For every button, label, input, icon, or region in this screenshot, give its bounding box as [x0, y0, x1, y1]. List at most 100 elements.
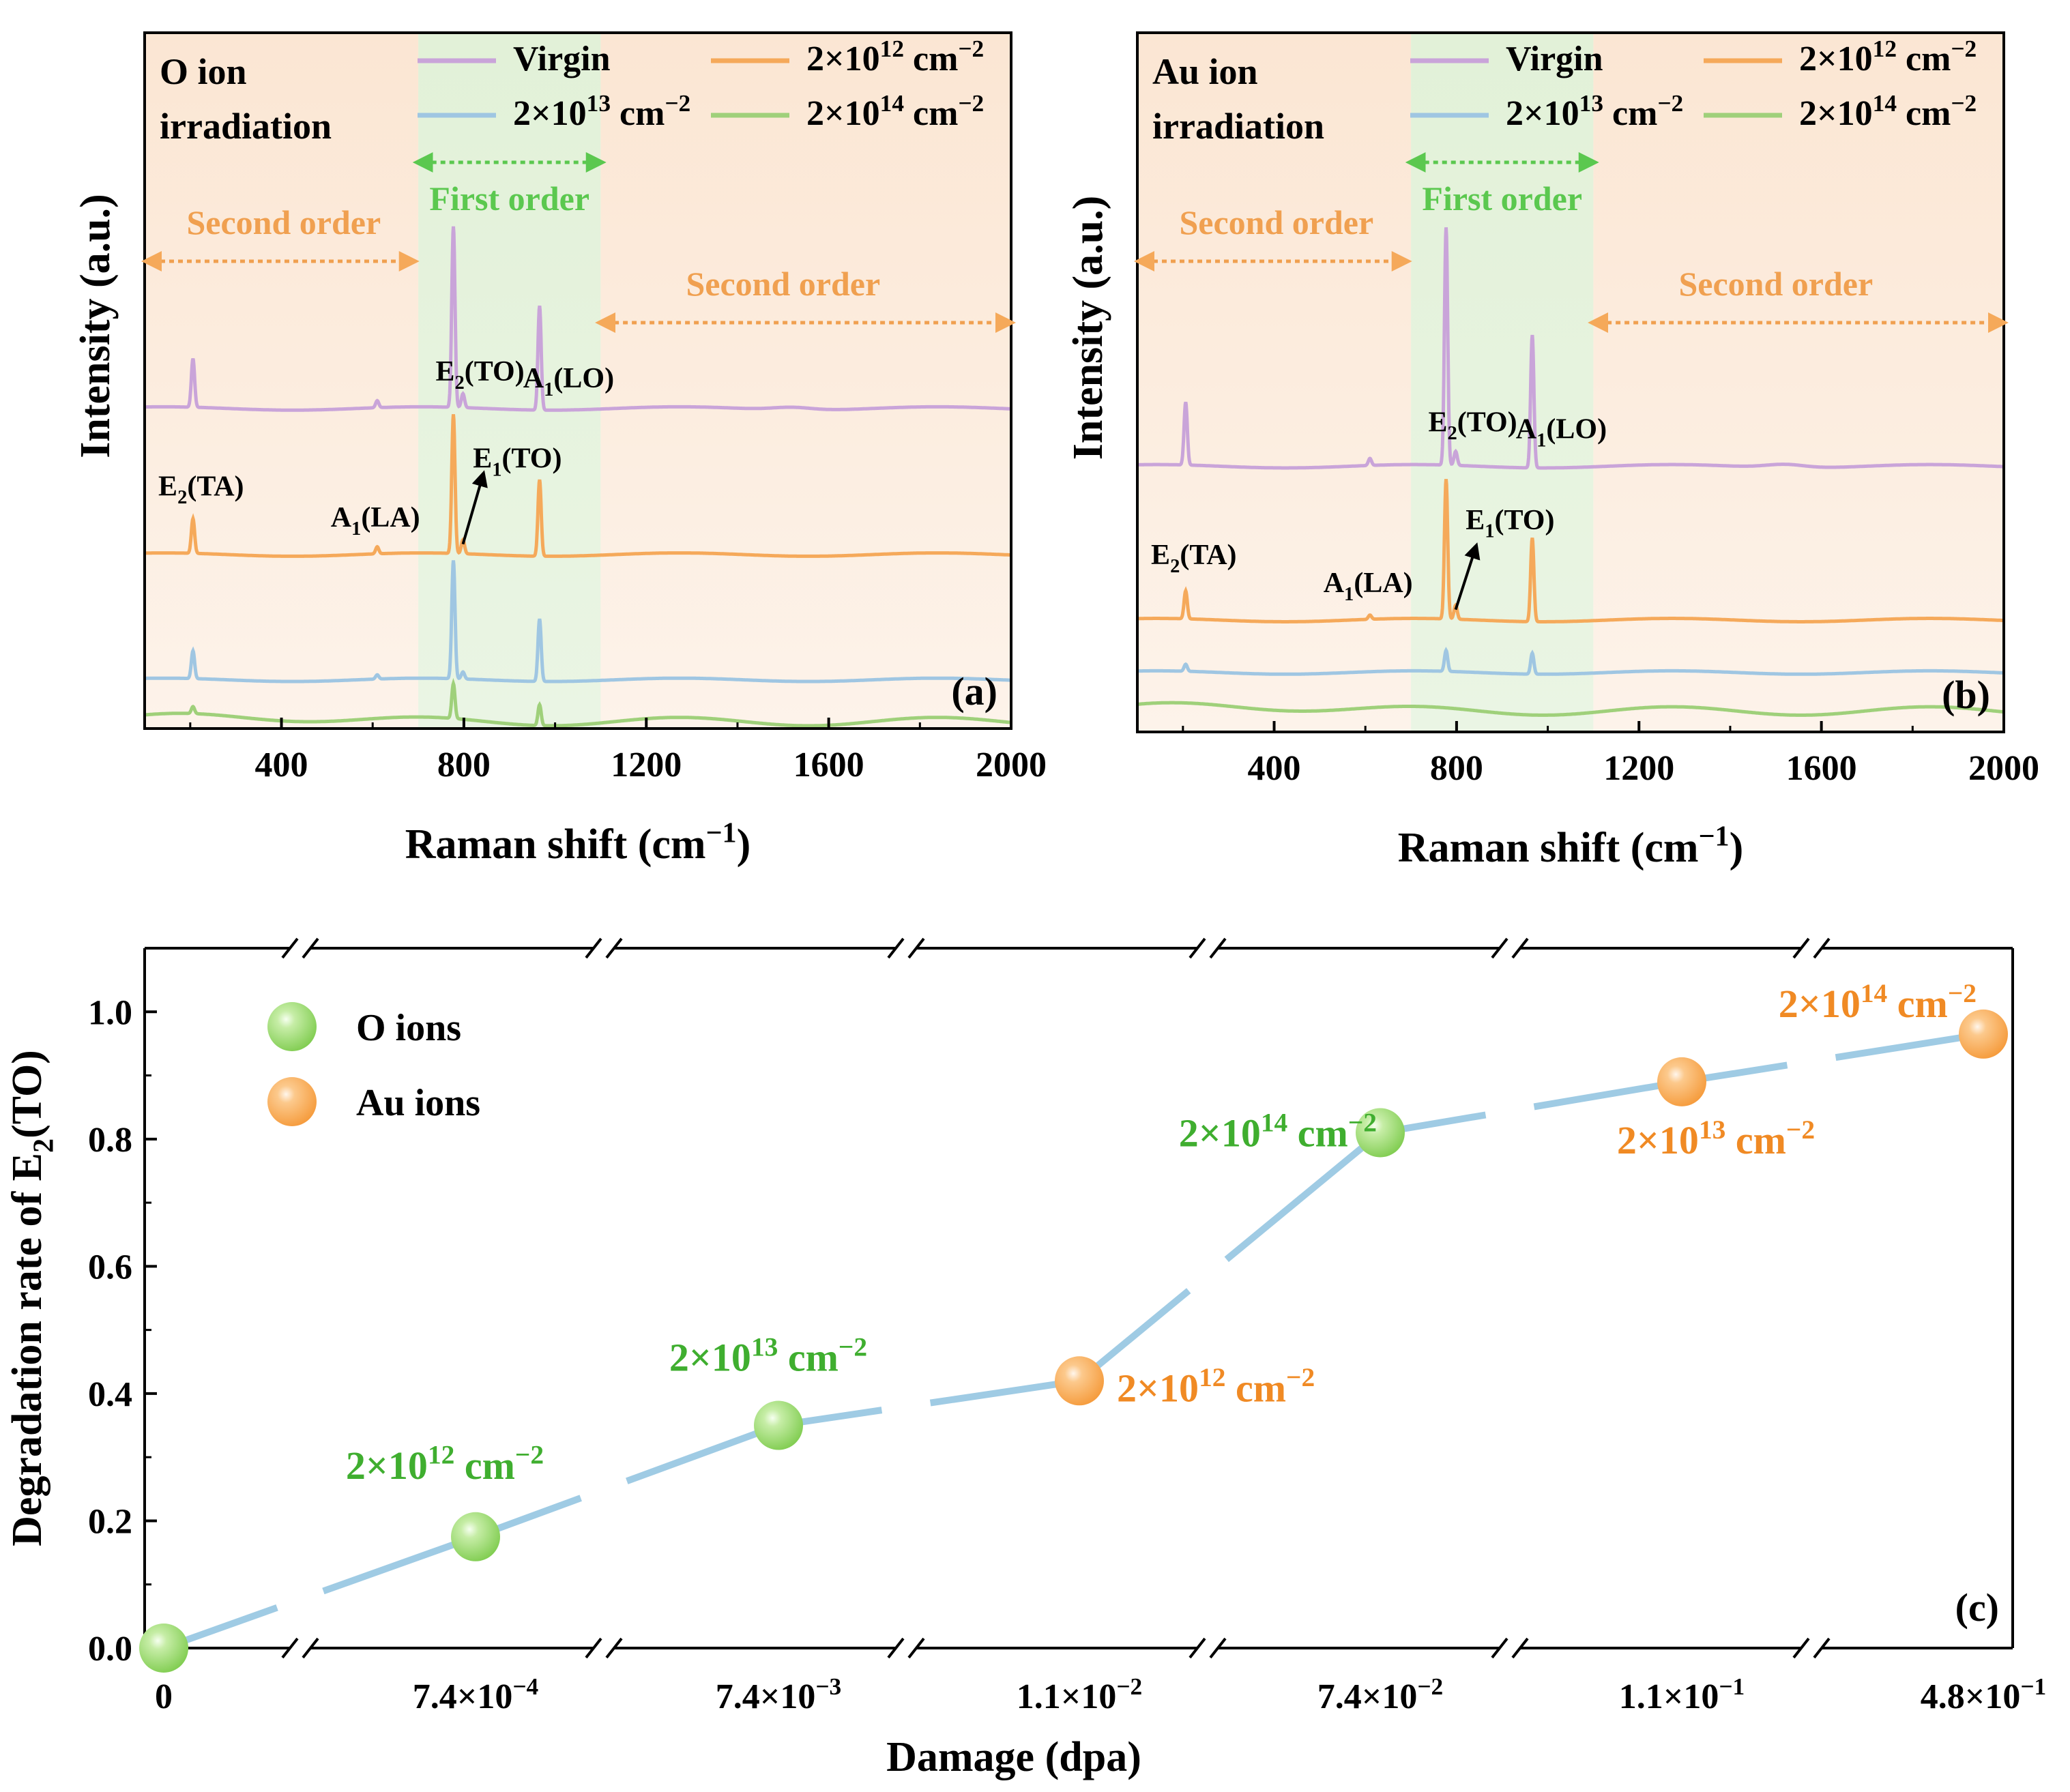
second-order-label-right: Second order: [1678, 265, 1873, 303]
legend-label-au: Au ions: [356, 1082, 480, 1124]
data-point-o: [1356, 1108, 1405, 1158]
legend-label-f13: 2×1013​ cm−2​: [1506, 89, 1683, 133]
axis-break-mark: [1209, 1637, 1227, 1659]
panel-label: (c): [1955, 1585, 1999, 1630]
second-order-label-right: Second order: [686, 265, 880, 303]
legend-label-virgin: Virgin: [1506, 40, 1603, 78]
y-tick-label: 0.0: [88, 1630, 132, 1669]
e1-to-arrow: [1454, 542, 1481, 611]
panel-a: 400 800 1200 1600 2000 Raman shift (cm−1​) Int…: [72, 31, 1047, 868]
x-category-label: 4.8×10−1​: [1921, 1673, 2046, 1716]
data-point-au: [1055, 1356, 1104, 1406]
x-category-label: 7.4×10−2​: [1317, 1673, 1443, 1716]
axis-break-mark: [1209, 937, 1227, 959]
peak-annotation: A1​(LA): [1324, 568, 1413, 605]
panel-title-line1: Au ion: [1152, 51, 1258, 92]
panel-b: 400 800 1200 1600 2000 Raman shift (cm−1​) Int…: [1065, 31, 2039, 871]
spectrum-f13: [1137, 647, 2004, 676]
legend-label-f12: 2×1012​ cm−2​: [806, 35, 984, 78]
x-tick-label: 2000: [976, 746, 1047, 784]
y-axis-label: Intensity (a.u.): [72, 194, 119, 458]
axis-break-mark: [1491, 937, 1508, 959]
axis-break-mark: [302, 937, 319, 959]
x-tick-label: 2000: [1968, 749, 2039, 788]
panel-title-line2: irradiation: [160, 106, 332, 147]
trend-line-segment: [1835, 1030, 1984, 1061]
axis-break-mark: [1491, 1637, 1508, 1659]
x-category-label: 1.1×10−1​: [1619, 1673, 1745, 1716]
x-tick-label: 1600: [793, 746, 864, 784]
y-axis-label: Degradation rate of E2​(TO): [4, 1050, 59, 1546]
x-tick-label: 400: [1248, 749, 1301, 788]
data-point-au: [1657, 1057, 1706, 1106]
spectrum-virgin: [145, 226, 1012, 412]
axis-break-mark: [281, 1637, 299, 1659]
point-label: 2×1014​ cm−2​: [1179, 1107, 1377, 1155]
trend-line-segment: [1533, 1078, 1682, 1111]
axes-frame: [143, 31, 1012, 730]
peak-annotation: E1​(TO): [473, 443, 562, 481]
trend-line-segment: [322, 1533, 477, 1595]
first-order-label: First order: [429, 179, 589, 218]
legend-marker-o: [267, 1002, 317, 1051]
x-tick-label: 1200: [611, 746, 682, 784]
axis-break-mark: [887, 1637, 905, 1659]
first-order-label: First order: [1422, 179, 1582, 218]
axis-break-mark: [605, 937, 623, 959]
spectrum-virgin: [1137, 227, 2005, 470]
legend-label-virgin: Virgin: [513, 40, 611, 78]
peak-annotation: E2​(TO): [1428, 407, 1517, 444]
point-label: 2×1013​ cm−2​: [1617, 1115, 1815, 1162]
axes-frame: [1136, 31, 2005, 733]
axis-break-mark: [585, 1637, 602, 1659]
point-label: 2×1013​ cm−2​: [669, 1332, 867, 1380]
point-label: 2×1012​ cm−2​: [346, 1440, 544, 1488]
point-label: 2×1014​ cm−2​: [1779, 978, 1977, 1026]
panel-title-line1: O ion: [160, 51, 247, 92]
x-category-label: 7.4×10−3​: [716, 1673, 841, 1716]
axis-break-mark: [585, 937, 602, 959]
y-axis-label: Intensity (a.u.): [1065, 196, 1111, 460]
x-axis-label: Raman shift (cm−1​): [1398, 820, 1744, 871]
second-order-region-right: [1593, 33, 2004, 732]
axis-break-mark: [1813, 937, 1831, 959]
y-tick-label: 1.0: [88, 993, 132, 1032]
spectrum-f12: [1137, 479, 2005, 623]
y-tick-label: 0.8: [88, 1121, 132, 1160]
legend-label-f14: 2×1014​ cm−2​: [1799, 89, 1977, 133]
y-tick-label: 0.2: [88, 1502, 132, 1541]
data-point-o: [451, 1512, 500, 1561]
x-tick-label: 1600: [1786, 749, 1857, 788]
axis-break-mark: [887, 937, 905, 959]
x-category-label: 7.4×10−4​: [413, 1673, 539, 1716]
peak-annotation: E2​(TA): [158, 471, 244, 508]
trend-line-segment: [1224, 1130, 1383, 1263]
x-axis-label: Damage (dpa): [886, 1734, 1141, 1780]
panel-label: (a): [951, 669, 997, 714]
second-order-region-right: [600, 33, 1011, 729]
axis-break-mark: [1189, 937, 1206, 959]
panel-label: (b): [1942, 673, 1990, 717]
second-order-label-left: Second order: [1179, 203, 1373, 241]
legend-label-f14: 2×1014​ cm−2​: [806, 89, 984, 133]
axis-break-mark: [1813, 1637, 1831, 1659]
second-order-label-left: Second order: [186, 203, 381, 241]
peak-annotation: E1​(TO): [1466, 505, 1554, 542]
axis-break-mark: [302, 1637, 319, 1659]
peak-annotation: E2​(TO): [435, 356, 524, 394]
legend-label-o: O ions: [356, 1007, 461, 1049]
spectrum-f12: [145, 414, 1012, 558]
axis-break-mark: [907, 937, 925, 959]
spectrum-f14: [145, 677, 1012, 728]
trend-line-segment: [626, 1422, 780, 1484]
axis-break-mark: [1511, 937, 1529, 959]
peak-annotation: A1​(LO): [1516, 414, 1607, 452]
x-tick-label: 400: [255, 746, 308, 784]
legend-label-f12: 2×1012​ cm−2​: [1799, 35, 1977, 78]
first-order-region: [1411, 33, 1594, 732]
x-tick-label: 1200: [1603, 749, 1674, 788]
legend-label-f13: 2×1013​ cm−2​: [513, 89, 690, 133]
point-label: 2×1012​ cm−2​: [1117, 1362, 1315, 1410]
spectrum-f13: [145, 560, 1012, 684]
